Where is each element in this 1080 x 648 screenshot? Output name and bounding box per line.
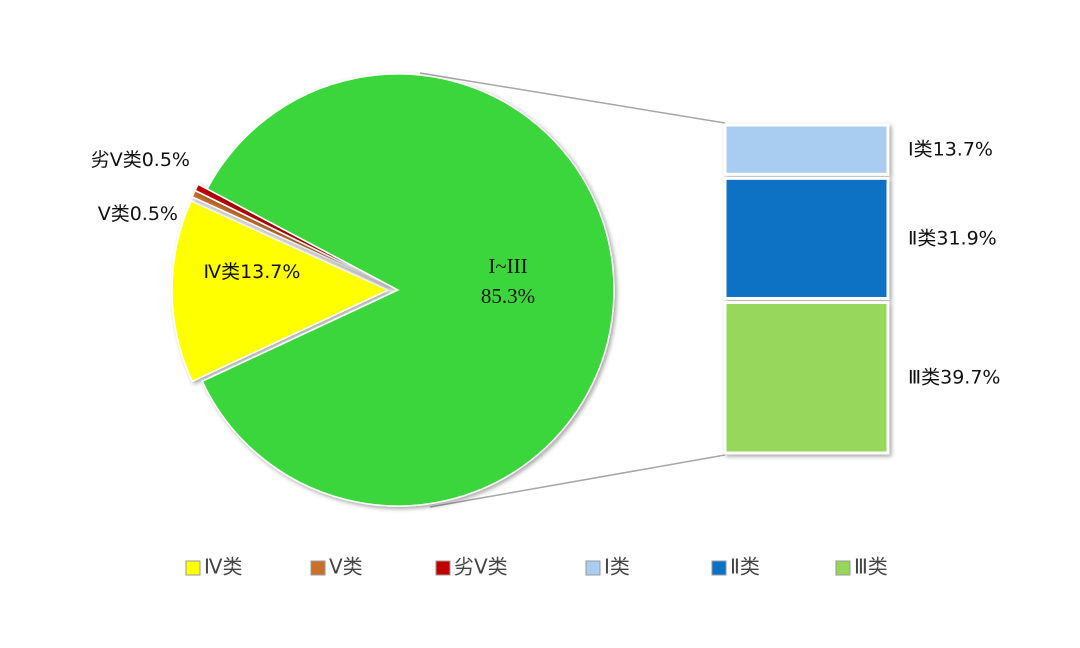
data-label: Ⅰ类13.7% [908,138,993,160]
label-part: Ⅴ类 [98,203,130,225]
legend-label: Ⅳ类 [204,555,242,579]
data-label: 85.3% [481,284,535,308]
pie [171,73,615,507]
connector-lines [419,72,726,508]
label-part: 39.7% [940,366,1000,388]
legend-swatch [185,560,201,576]
data-label: I~III [488,254,527,278]
connector-line [429,454,726,508]
legend-label: Ⅰ类 [604,555,630,579]
legend-label: 劣Ⅴ类 [454,555,508,579]
label-part: 0.5% [142,149,190,171]
label-part: 13.7% [240,261,300,283]
legend-label: Ⅱ类 [730,555,760,579]
label-part: Ⅲ类 [908,366,940,388]
legend-swatch [585,560,601,576]
legend-label: Ⅲ类 [854,555,888,579]
legend-swatch [835,560,851,576]
label-part: 31.9% [936,227,996,249]
legend-swatch [435,560,451,576]
legend-swatch [310,560,326,576]
connector-line [419,72,726,124]
data-label: Ⅴ类0.5% [98,203,178,225]
data-label: Ⅱ类31.9% [908,227,997,249]
pie-slice [201,73,615,507]
label-part: 0.5% [130,203,178,225]
label-part: 劣Ⅴ类 [91,149,142,171]
bar-segment [723,123,890,176]
labels: Ⅳ类13.7%Ⅴ类0.5%劣Ⅴ类0.5%I~III85.3%Ⅰ类13.7%Ⅱ类3… [91,138,1001,388]
bar-stack [723,123,890,455]
label-part: Ⅱ类 [908,227,936,249]
legend-swatch [711,560,727,576]
label-part: Ⅳ类 [204,261,241,283]
legend-label: Ⅴ类 [329,555,363,579]
legend: Ⅳ类 Ⅴ类 劣Ⅴ类 Ⅰ类 Ⅱ类 Ⅲ类 [185,555,888,579]
bar-segment [723,176,890,300]
data-label: Ⅳ类13.7% [204,261,301,283]
pie-slice [171,200,390,383]
data-label: Ⅲ类39.7% [908,366,1000,388]
label-part: 13.7% [933,138,993,160]
data-label: 劣Ⅴ类0.5% [91,149,190,171]
label-part: Ⅰ类 [908,138,933,160]
bar-segment [723,300,890,455]
